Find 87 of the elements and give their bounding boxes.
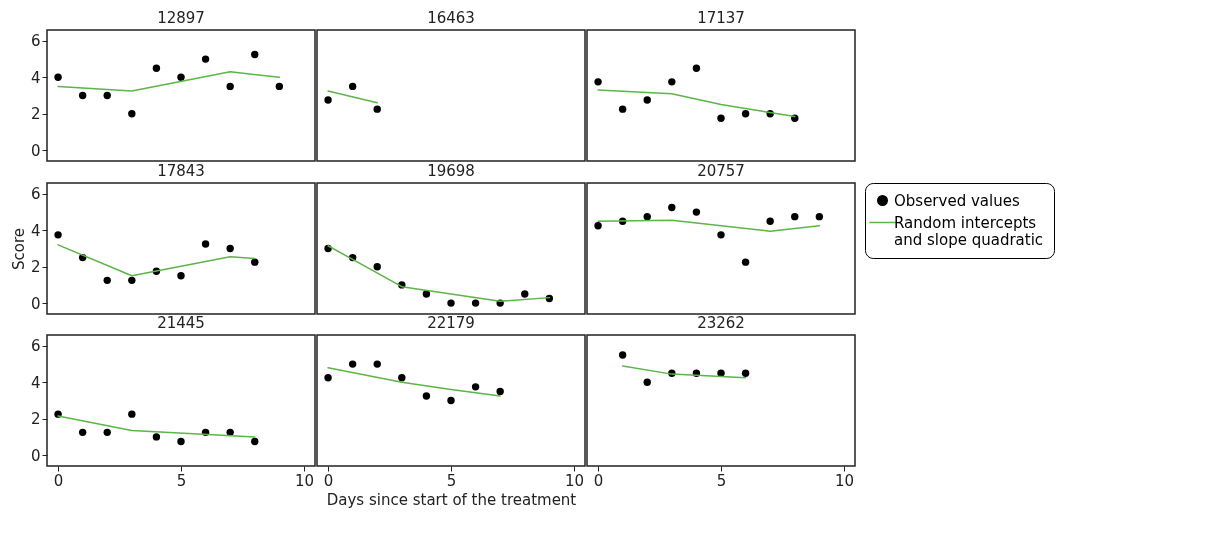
point <box>226 244 234 253</box>
chart-title: 12897 <box>157 9 205 27</box>
point <box>741 109 750 118</box>
x-tick-label: 0 <box>53 471 64 490</box>
point <box>766 217 774 225</box>
y-axis-title: Score <box>9 227 28 271</box>
chart-title: 17843 <box>157 162 205 180</box>
x-tick-label: 10 <box>564 471 584 490</box>
point <box>348 360 357 368</box>
point <box>373 360 381 368</box>
legend-label: Random intercepts and slope quadratic <box>894 213 1044 249</box>
x-tick-label: 5 <box>716 471 727 490</box>
y-tick-label: 0 <box>30 294 41 313</box>
point <box>54 231 62 239</box>
point <box>447 299 455 307</box>
point <box>373 262 381 271</box>
x-tick-label: 10 <box>294 471 314 490</box>
y-tick-label: 4 <box>30 373 41 392</box>
point <box>791 212 799 221</box>
x-tick-label: 10 <box>834 471 854 490</box>
point <box>103 91 111 100</box>
chart-title: 19698 <box>427 162 475 180</box>
point <box>251 50 259 59</box>
point <box>717 114 725 122</box>
point <box>128 109 136 118</box>
legend-label: Observed values <box>894 191 1020 210</box>
point <box>471 299 480 307</box>
point <box>447 396 455 405</box>
y-tick-label: 6 <box>30 185 41 204</box>
chart-title: 22179 <box>427 314 475 332</box>
point <box>177 437 185 446</box>
point <box>471 383 480 391</box>
chart-title: 17137 <box>697 9 745 27</box>
point <box>152 64 161 72</box>
point <box>668 78 676 86</box>
x-tick-label: 5 <box>446 471 457 490</box>
point <box>251 258 259 266</box>
chart-title: 20757 <box>697 161 745 180</box>
point <box>741 258 750 266</box>
point <box>152 433 161 441</box>
point <box>103 276 111 285</box>
point <box>78 91 87 100</box>
point <box>668 203 676 212</box>
point <box>643 96 651 104</box>
point <box>226 82 234 91</box>
point <box>422 290 431 298</box>
point <box>54 73 62 82</box>
y-tick-label: 0 <box>30 446 41 465</box>
y-tick-label: 2 <box>30 258 41 277</box>
point <box>128 276 136 285</box>
point <box>251 437 259 446</box>
point <box>594 222 602 230</box>
y-tick-label: 2 <box>30 410 41 429</box>
point <box>398 374 406 382</box>
point <box>177 272 185 280</box>
point <box>815 212 824 221</box>
point <box>128 410 136 418</box>
x-axis-title: Days since start of the treatment <box>326 490 577 509</box>
y-tick-label: 0 <box>30 141 41 160</box>
point <box>324 374 332 382</box>
point <box>496 387 504 396</box>
point <box>521 290 529 298</box>
y-tick-label: 2 <box>30 105 41 124</box>
y-tick-label: 6 <box>30 32 41 51</box>
chart-title: 21445 <box>157 314 205 332</box>
chart-title: 16463 <box>427 9 475 27</box>
point <box>643 212 651 221</box>
point <box>275 82 284 91</box>
point <box>717 231 725 239</box>
point <box>594 78 602 86</box>
x-tick-label: 0 <box>323 471 334 490</box>
point <box>422 392 431 400</box>
point <box>201 240 210 248</box>
line-series <box>57 71 281 92</box>
x-tick-label: 5 <box>176 471 187 490</box>
point <box>692 64 701 72</box>
point <box>103 428 111 437</box>
y-tick-label: 4 <box>30 221 41 240</box>
chart-title: 23262 <box>697 314 745 332</box>
x-tick-label: 0 <box>593 471 604 490</box>
point <box>177 73 185 82</box>
y-tick-label: 4 <box>30 68 41 87</box>
y-tick-label: 6 <box>30 337 41 356</box>
point <box>78 428 87 437</box>
point <box>692 208 701 216</box>
point <box>201 55 210 63</box>
point <box>618 105 627 113</box>
